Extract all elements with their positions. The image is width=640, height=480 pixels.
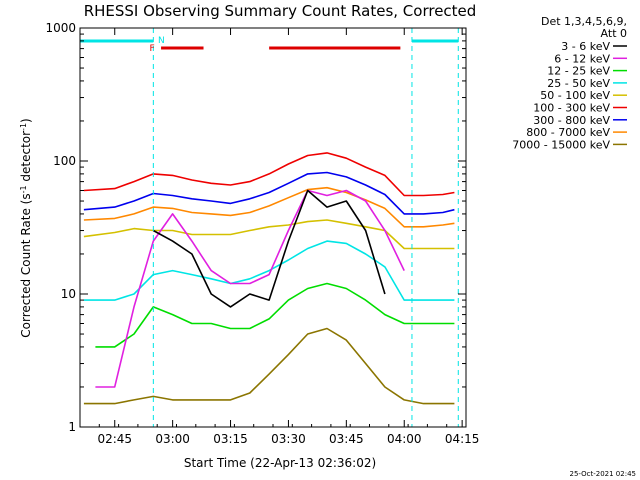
- legend-entry-label: 100 - 300 keV: [533, 102, 610, 115]
- y-tick-label: 100: [53, 154, 76, 168]
- y-axis-label: Corrected Count Rate (s-1 detector-1): [19, 118, 34, 337]
- x-tick-label: 03:45: [329, 432, 364, 446]
- footer-timestamp: 25-Oct-2021 02:45: [569, 470, 636, 478]
- series-line-100-300-kev: [83, 152, 455, 197]
- x-tick-label: 03:30: [271, 432, 306, 446]
- chart-title: RHESSI Observing Summary Count Rates, Co…: [84, 2, 477, 20]
- y-axis-ticks: 1 10 100 1000: [45, 21, 466, 434]
- flag-layer: NF: [80, 28, 459, 427]
- legend-entry-label: 25 - 50 keV: [547, 77, 610, 90]
- legend-entry-label: 50 - 100 keV: [540, 89, 610, 102]
- legend-entry-label: 7000 - 15000 keV: [512, 138, 610, 151]
- x-axis-ticks: 02:45 03:00 03:15 03:30 03:45 04:00 04:15: [97, 28, 479, 446]
- legend-entry-label: 3 - 6 keV: [561, 40, 610, 53]
- legend-entry-label: 6 - 12 keV: [554, 52, 610, 65]
- series-line-3-6-kev: [152, 189, 386, 308]
- flare-flag-label: F: [149, 44, 154, 54]
- y-tick-label: 1: [68, 420, 76, 434]
- y-tick-label: 10: [61, 287, 76, 301]
- x-tick-label: 04:15: [445, 432, 480, 446]
- legend-entry-label: 12 - 25 keV: [547, 65, 610, 78]
- series-line-12-25-kev: [95, 282, 455, 348]
- x-tick-label: 04:00: [387, 432, 422, 446]
- x-tick-label: 03:15: [213, 432, 248, 446]
- night-flag-label: N: [158, 36, 165, 46]
- legend-entry-label: 300 - 800 keV: [533, 114, 610, 127]
- x-tick-label: 02:45: [97, 432, 132, 446]
- series-line-50-100-kev: [83, 219, 455, 250]
- series-line-300-800-kev: [83, 171, 455, 215]
- legend-header-line-2: Att 0: [601, 27, 627, 40]
- y-tick-label: 1000: [45, 21, 76, 35]
- legend-header-line-1: Det 1,3,4,5,6,9,: [541, 15, 627, 28]
- series-line-25-50-kev: [83, 240, 455, 301]
- legend-entry-label: 800 - 7000 keV: [526, 126, 610, 139]
- x-axis-label: Start Time (22-Apr-13 02:36:02): [184, 456, 376, 470]
- series-layer: [83, 152, 455, 405]
- series-line-800-7000-kev: [83, 186, 455, 228]
- series-line-7000-15000-kev: [83, 327, 455, 405]
- x-tick-label: 03:00: [155, 432, 190, 446]
- series-line-6-12-kev: [95, 189, 405, 388]
